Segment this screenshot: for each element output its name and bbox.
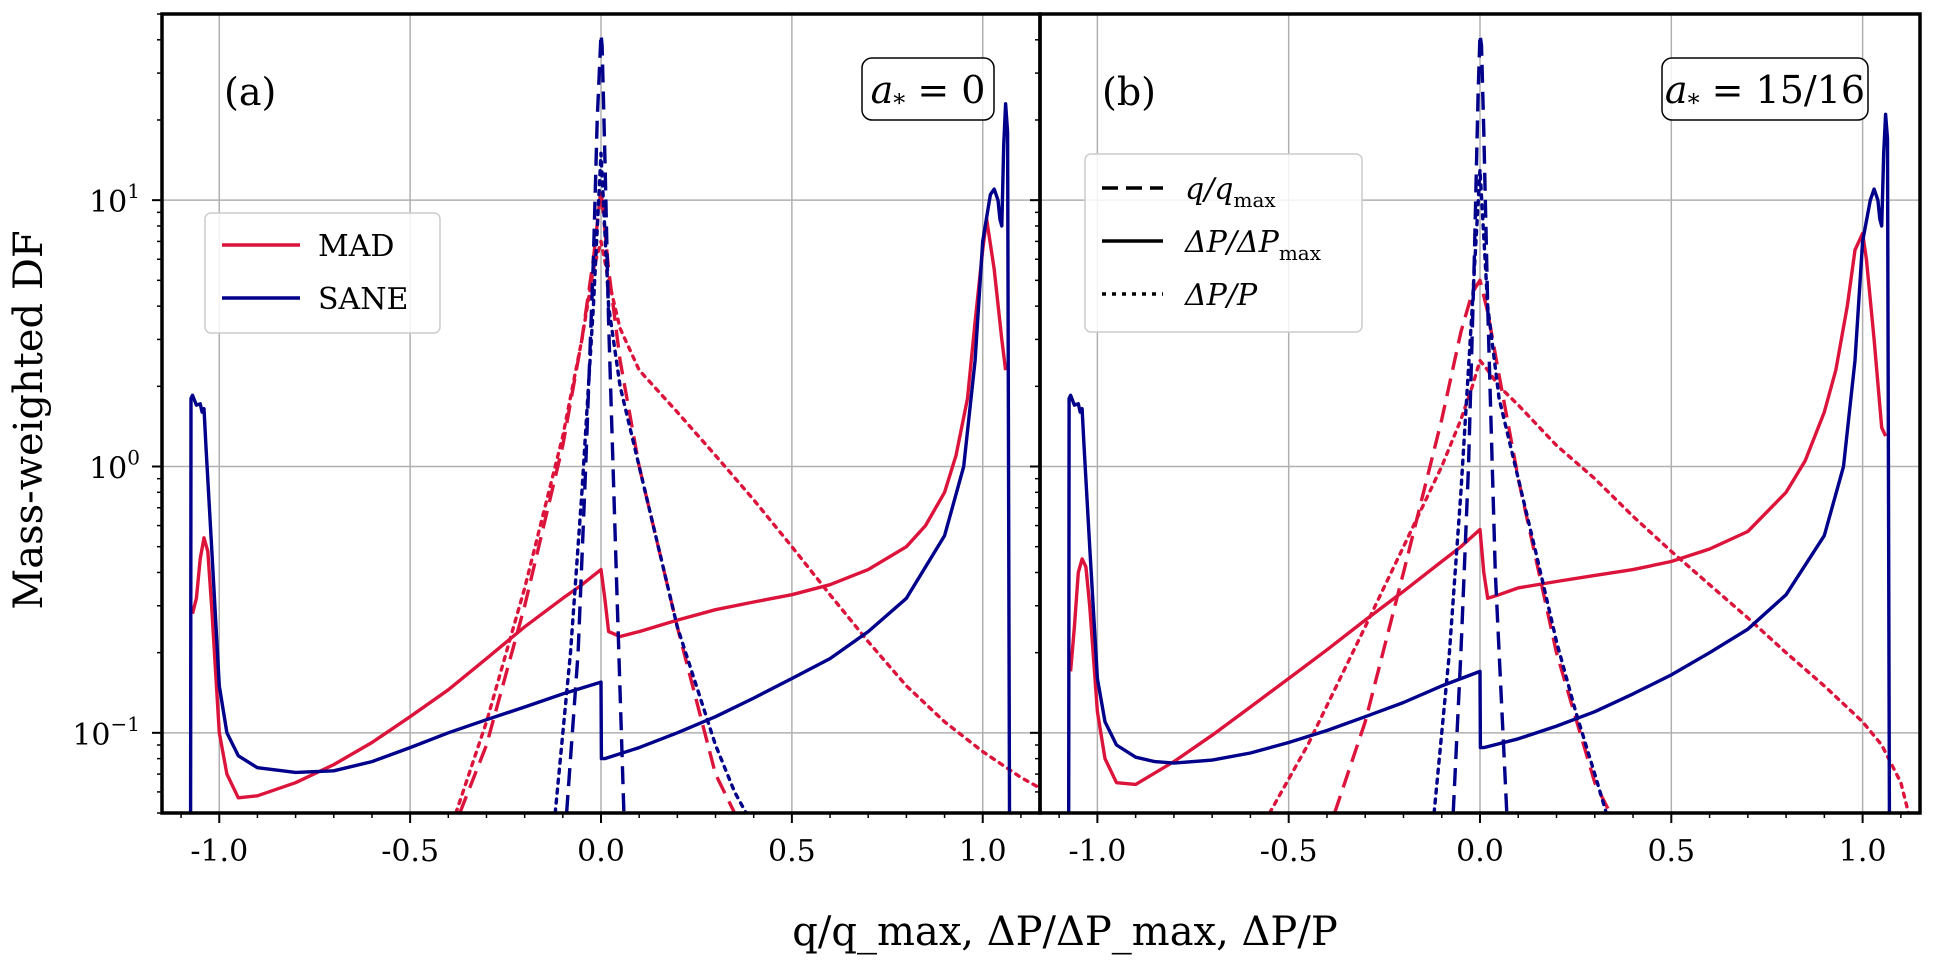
- y-tick-label-2: 101: [89, 179, 140, 220]
- series-0-5: [553, 151, 748, 813]
- series-1-4: [1066, 112, 1892, 813]
- panel-label-0: (a): [224, 70, 276, 114]
- series-0-3: [564, 32, 626, 813]
- legend-label-sane: SANE: [318, 282, 408, 317]
- series-0-4: [188, 102, 1012, 813]
- x-tick-label-1-2: 0.0: [1456, 834, 1504, 869]
- x-tick-label-1-1: -0.5: [1260, 834, 1318, 869]
- legends: MAD SANE q/qmax ΔP/ΔPmax ΔP/P: [204, 153, 1363, 334]
- x-tick-label-0-1: -0.5: [381, 834, 439, 869]
- svg-text:a* = 15/16: a* = 15/16: [1665, 68, 1865, 117]
- spin-annotation-1: a* = 15/16: [1661, 57, 1869, 121]
- panel-label-1: (b): [1102, 70, 1156, 114]
- legend-label-dotted: ΔP/P: [1184, 278, 1258, 313]
- x-tick-label-1-0: -1.0: [1068, 834, 1126, 869]
- series-1-1: [1068, 231, 1888, 787]
- x-tick-label-0-3: 0.5: [768, 834, 816, 869]
- series-1-0: [1332, 278, 1612, 813]
- annotations: (a) a* = 0 (b) a* = 15/16: [224, 57, 1869, 121]
- legend-quantities: q/qmax ΔP/ΔPmax ΔP/P: [1084, 153, 1363, 333]
- series-0-1: [190, 217, 1008, 800]
- legend-label-solid: ΔP/ΔPmax: [1184, 225, 1322, 265]
- y-axis-label: Mass-weighted DF: [6, 230, 52, 609]
- axes-frame: [160, 12, 1922, 815]
- y-tick-label-0: 10−1: [72, 712, 140, 753]
- y-tick-label-1: 100: [89, 445, 140, 486]
- panel-1-series: [1066, 32, 1911, 813]
- x-tick-label-1-3: 0.5: [1647, 834, 1695, 869]
- x-tick-label-0-2: 0.0: [577, 834, 625, 869]
- x-tick-label-1-4: 1.0: [1839, 834, 1887, 869]
- series-1-3: [1451, 32, 1509, 813]
- series-1-5: [1432, 168, 1609, 813]
- legend-label-mad: MAD: [318, 229, 394, 264]
- series-layer: [188, 32, 1911, 813]
- legend-label-dashed: q/qmax: [1185, 172, 1276, 212]
- axis-ticks: -1.0 -0.5 0.0 0.5 1.0 -1.0 -0.5 0.0 0.5 1.0 10−1 10…: [72, 13, 1902, 869]
- panel-0-series: [188, 32, 1040, 813]
- series-0-0: [458, 187, 737, 813]
- axis-labels: Mass-weighted DF q/q_max, ΔP/ΔP_max, ΔP/…: [6, 230, 1338, 955]
- panel-frame-1: [1038, 12, 1922, 815]
- series-1-2: [1267, 358, 1911, 813]
- x-tick-label-0-4: 1.0: [959, 834, 1007, 869]
- x-tick-label-0-0: -1.0: [190, 834, 248, 869]
- svg-text:a* = 0: a* = 0: [871, 68, 986, 117]
- series-0-2: [454, 239, 1040, 813]
- spin-annotation-0: a* = 0: [861, 57, 995, 121]
- x-axis-label: q/q_max, ΔP/ΔP_max, ΔP/P: [792, 909, 1338, 955]
- legend-models: MAD SANE: [204, 212, 441, 334]
